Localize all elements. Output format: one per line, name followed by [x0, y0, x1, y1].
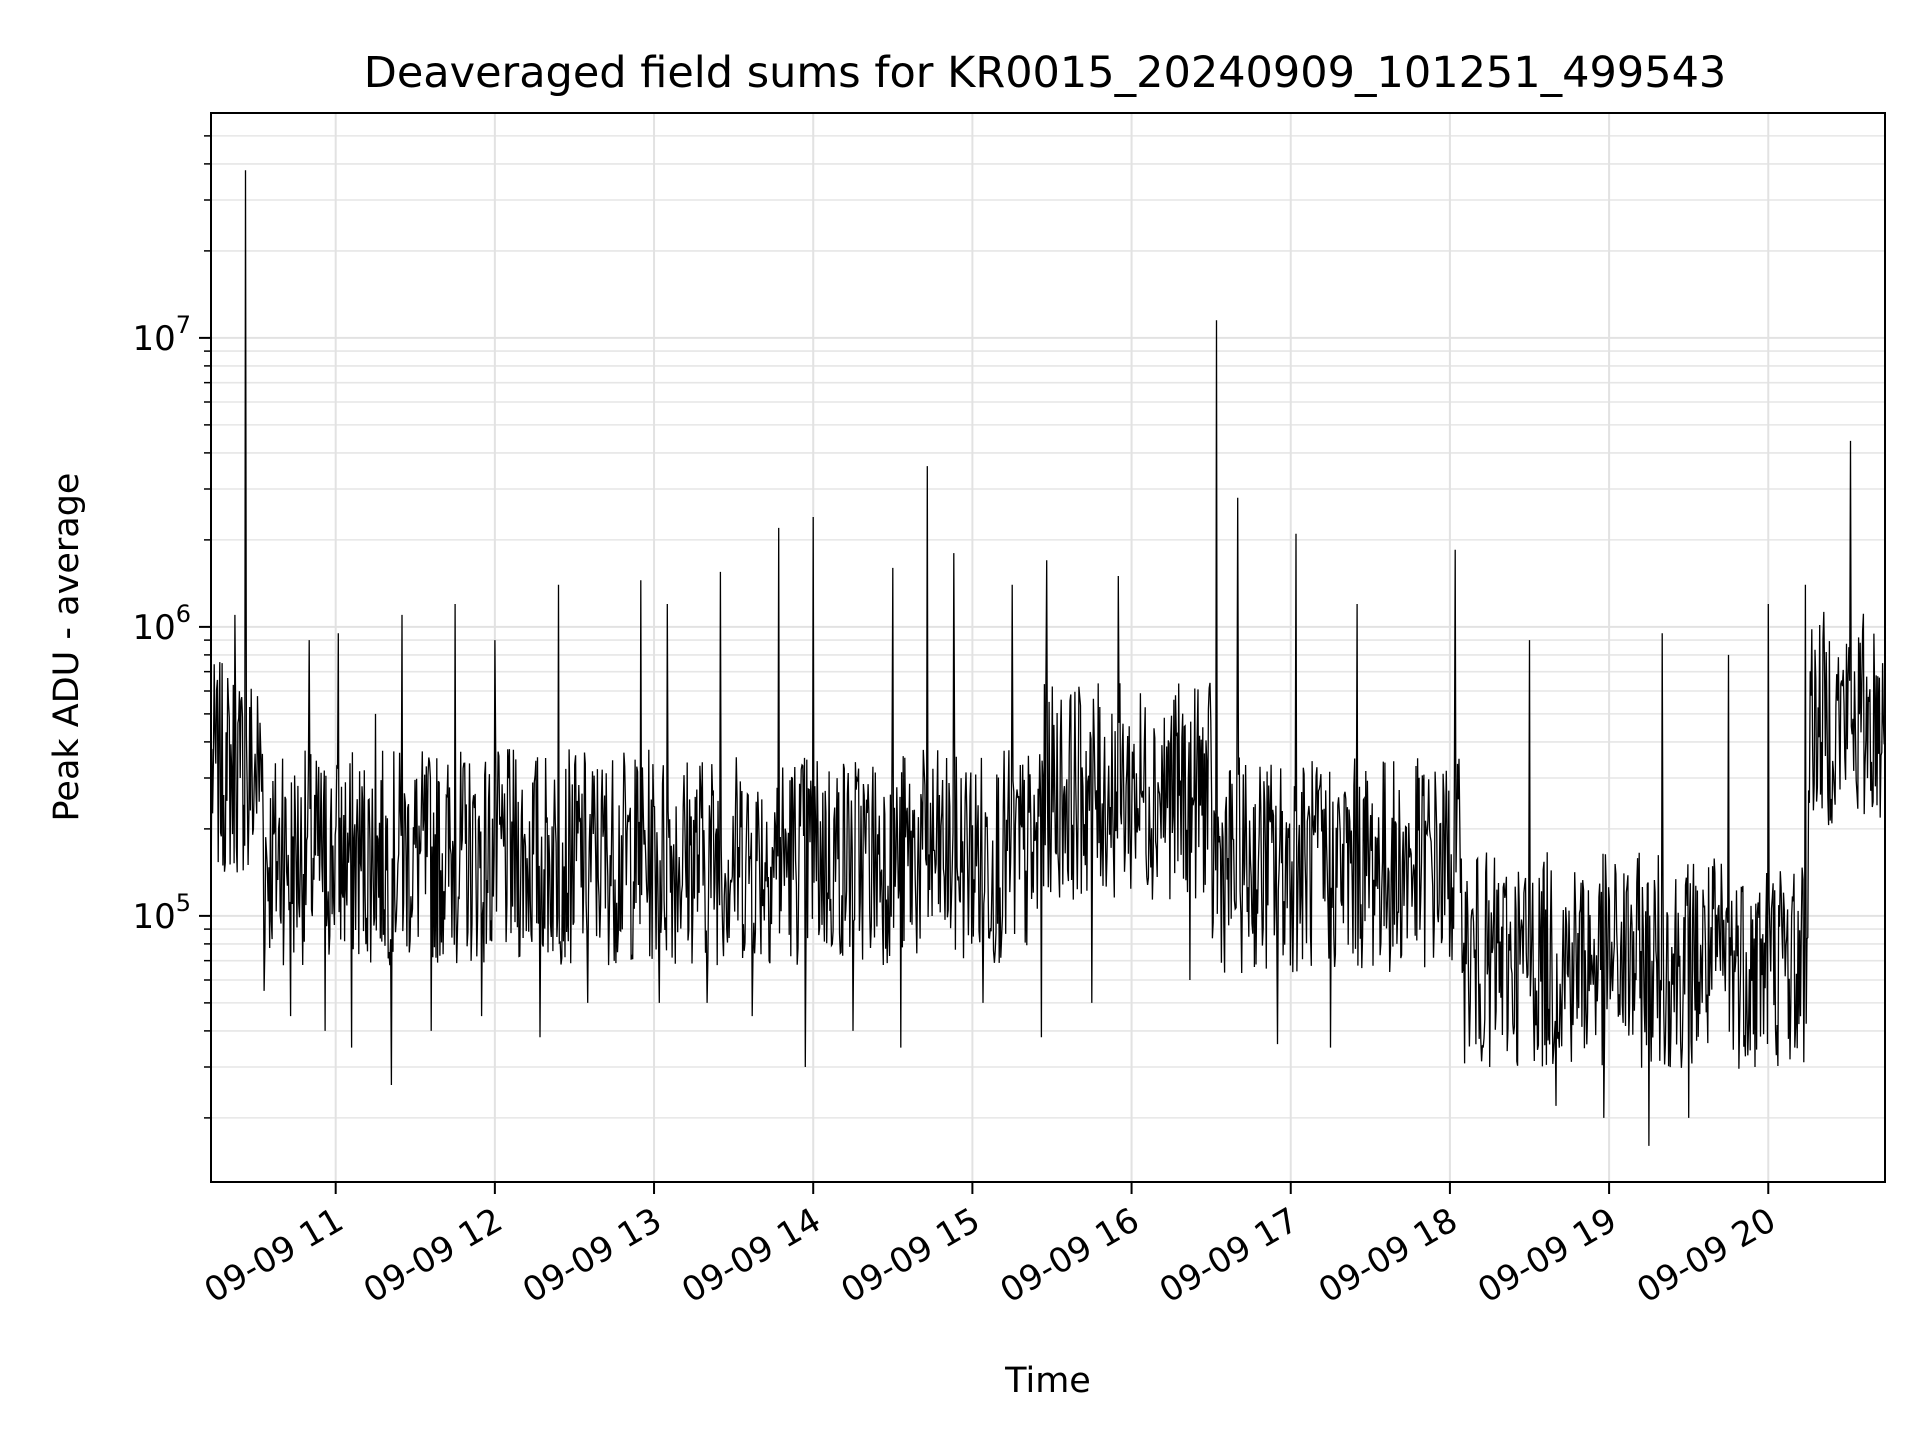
chart-title: Deaveraged field sums for KR0015_2024090…	[364, 48, 1727, 98]
y-axis-label: Peak ADU - average	[47, 473, 87, 822]
y-axis: 105 106 107	[132, 135, 211, 1119]
plot-frame	[210, 112, 1886, 1183]
x-axis-label: Time	[1004, 1361, 1091, 1401]
y-tick-label: 106	[132, 600, 191, 648]
major-gridlines	[211, 113, 1885, 1182]
y-tick-label: 107	[132, 311, 191, 359]
series-line	[210, 170, 1886, 1146]
y-tick-label: 105	[132, 889, 191, 937]
